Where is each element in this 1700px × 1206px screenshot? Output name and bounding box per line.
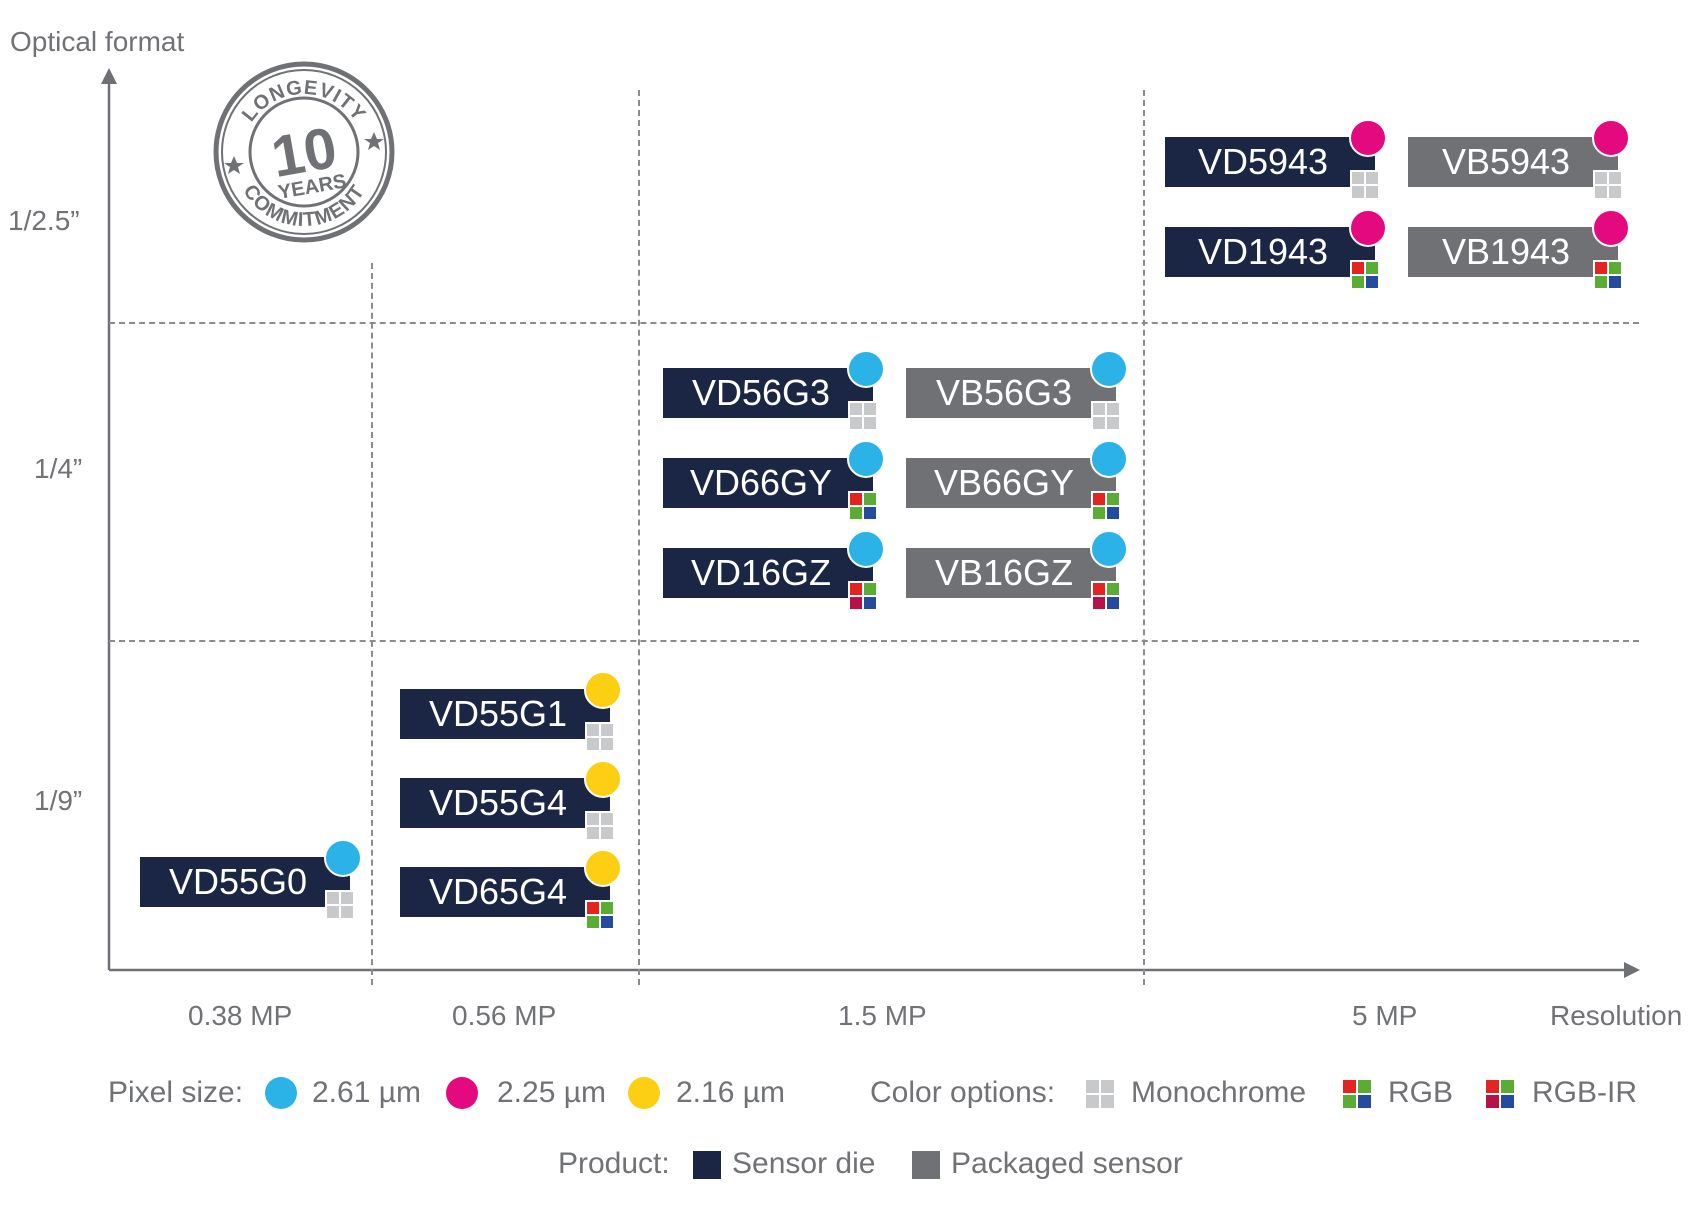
grid-line-v-1: [371, 263, 373, 985]
pixel-size-dot: [847, 440, 885, 478]
rgb-ir-icon: [848, 581, 878, 611]
packaged-sensor-swatch: [912, 1151, 940, 1179]
product-chip-vd16gz: VD16GZ: [663, 548, 873, 598]
pixel-261-swatch: [265, 1077, 297, 1109]
monochrome-icon: [585, 722, 615, 752]
legend-sensor-die: Sensor die: [732, 1147, 876, 1180]
legend-color-label: Color options:: [870, 1076, 1056, 1109]
product-name: VD65G4: [428, 871, 568, 912]
pixel-size-dot: [584, 760, 622, 798]
product-name: VB16GZ: [934, 552, 1074, 593]
product-chip-vd1943: VD1943: [1165, 227, 1375, 277]
product-name: VD5943: [1197, 141, 1329, 182]
pixel-size-dot: [1349, 119, 1387, 157]
pixel-size-dot: [1090, 350, 1128, 388]
product-name: VB5943: [1441, 141, 1571, 182]
product-chip-vd55g0: VD55G0: [140, 857, 350, 907]
pixel-216-swatch: [628, 1077, 660, 1109]
pixel-225-swatch: [446, 1077, 478, 1109]
x-label-1-5: 1.5 MP: [838, 1000, 927, 1031]
grid-line-h-1: [109, 322, 1639, 324]
rgb-icon: [1343, 1080, 1371, 1108]
product-name: VB1943: [1441, 231, 1571, 272]
product-chip-vd55g1: VD55G1: [400, 689, 610, 739]
y-axis-arrow: [101, 68, 117, 84]
product-name: VD55G4: [428, 782, 568, 823]
product-name: VD55G1: [428, 693, 568, 734]
monochrome-icon: [325, 890, 355, 920]
pixel-size-dot: [324, 839, 362, 877]
pixel-size-dot: [847, 530, 885, 568]
x-label-0-38: 0.38 MP: [188, 1000, 293, 1031]
y-axis-title: Optical format: [10, 26, 185, 57]
rgb-icon: [1593, 260, 1623, 290]
star-icon: [364, 132, 384, 150]
product-chip-vd55g4: VD55G4: [400, 778, 610, 828]
grid-line-v-2: [638, 90, 640, 985]
x-label-5: 5 MP: [1352, 1000, 1418, 1031]
pixel-size-dot: [847, 350, 885, 388]
pixel-size-dot: [1090, 440, 1128, 478]
rgb-ir-icon: [1486, 1080, 1514, 1108]
product-chip-vd66gy: VD66GY: [663, 458, 873, 508]
monochrome-icon: [1350, 170, 1380, 200]
pixel-size-dot: [1592, 209, 1630, 247]
rgb-icon: [585, 900, 615, 930]
monochrome-icon: [1593, 170, 1623, 200]
legend-product-label: Product:: [558, 1147, 670, 1180]
rgb-icon: [1350, 260, 1380, 290]
legend-pixel-label: Pixel size:: [108, 1076, 244, 1109]
rgb-ir-icon: [1091, 581, 1121, 611]
grid-line-h-2: [109, 640, 1639, 642]
product-chip-vb5943: VB5943: [1408, 137, 1618, 187]
monochrome-icon: [1086, 1080, 1114, 1108]
x-label-0-56: 0.56 MP: [452, 1000, 557, 1031]
monochrome-icon: [585, 811, 615, 841]
legend-pixel-216: 2.16 µm: [676, 1076, 785, 1109]
product-chip-vb1943: VB1943: [1408, 227, 1618, 277]
pixel-size-dot: [1349, 209, 1387, 247]
pixel-size-dot: [1090, 530, 1128, 568]
badge-number: 10: [267, 115, 342, 190]
product-name: VD56G3: [691, 372, 831, 413]
star-icon: [224, 156, 244, 174]
pixel-size-dot: [1592, 119, 1630, 157]
legend-pixel-225: 2.25 µm: [497, 1076, 606, 1109]
product-name: VB66GY: [933, 462, 1075, 503]
legend-rgb-ir: RGB-IR: [1532, 1076, 1637, 1109]
y-label-1-4: 1/4”: [34, 453, 83, 484]
x-axis-arrow: [1624, 962, 1640, 978]
legend-packaged-sensor: Packaged sensor: [951, 1147, 1183, 1180]
product-name: VD16GZ: [690, 552, 832, 593]
product-chip-vb66gy: VB66GY: [906, 458, 1116, 508]
legend-monochrome: Monochrome: [1131, 1076, 1307, 1109]
product-chip-vd56g3: VD56G3: [663, 368, 873, 418]
y-label-1-2-5: 1/2.5”: [8, 205, 80, 236]
legend-rgb: RGB: [1388, 1076, 1454, 1109]
pixel-size-dot: [584, 671, 622, 709]
product-chip-vd5943: VD5943: [1165, 137, 1375, 187]
rgb-icon: [1091, 491, 1121, 521]
longevity-badge: LONGEVITY COMMITMENT 10 YEARS: [213, 61, 395, 243]
legend-pixel-261: 2.61 µm: [312, 1076, 421, 1109]
product-chip-vb56g3: VB56G3: [906, 368, 1116, 418]
product-name: VD55G0: [168, 861, 308, 902]
y-label-1-9: 1/9”: [34, 785, 83, 816]
product-chip-vb16gz: VB16GZ: [906, 548, 1116, 598]
product-chip-vd65g4: VD65G4: [400, 867, 610, 917]
sensor-die-swatch: [693, 1151, 721, 1179]
rgb-icon: [848, 491, 878, 521]
product-name: VB56G3: [935, 372, 1073, 413]
pixel-size-dot: [584, 849, 622, 887]
product-name: VD1943: [1197, 231, 1329, 272]
grid-line-v-3: [1143, 90, 1145, 985]
x-axis-title: Resolution: [1550, 1000, 1683, 1031]
monochrome-icon: [848, 401, 878, 431]
product-name: VD66GY: [689, 462, 833, 503]
monochrome-icon: [1091, 401, 1121, 431]
